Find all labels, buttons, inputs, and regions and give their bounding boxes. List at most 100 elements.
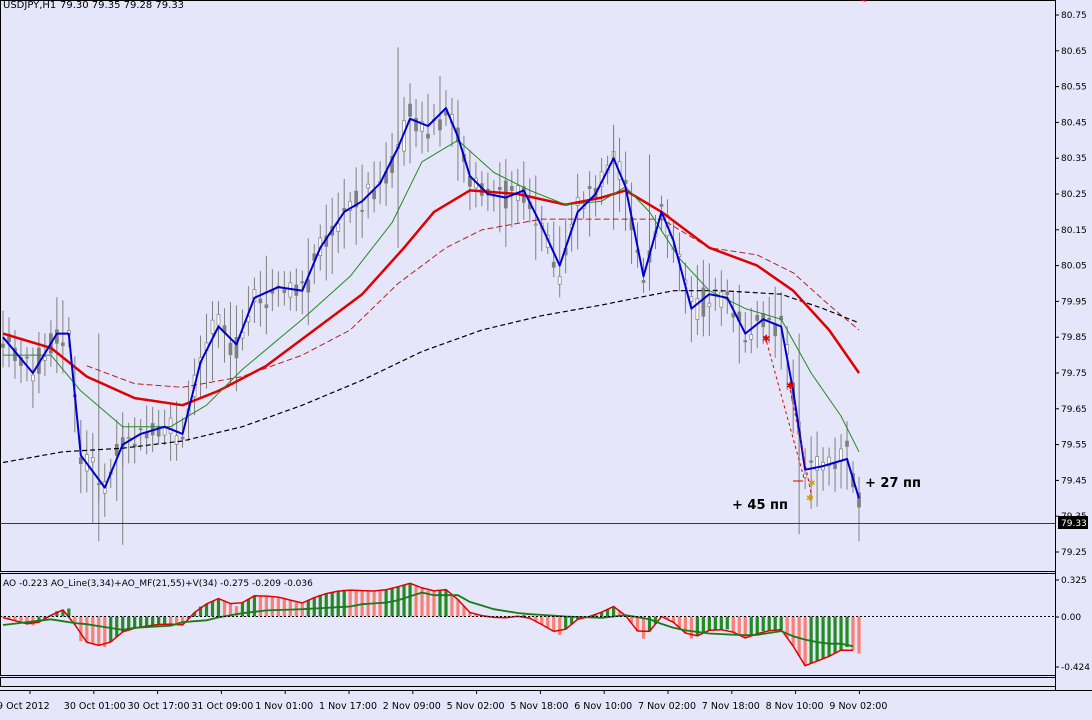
candle-body	[228, 342, 233, 356]
ao-bar	[174, 616, 179, 625]
ao-bar	[552, 616, 556, 632]
ao-bar	[456, 599, 460, 617]
candle-body	[78, 457, 83, 465]
price-tick-label: 79.95	[1061, 297, 1087, 307]
take-profit-icon: ✱	[808, 479, 816, 489]
indicator-tick-label: 0.325	[1061, 576, 1087, 586]
ao-bar	[851, 616, 855, 651]
candle-body	[503, 180, 508, 209]
candle-body	[162, 427, 167, 436]
time-tick-label: 5 Nov 02:00	[447, 701, 505, 712]
sell-arrow-icon: ✱	[786, 381, 794, 392]
candle-body	[138, 428, 143, 431]
ao-bar	[797, 616, 801, 656]
ao-bar	[414, 585, 418, 617]
candle-body	[43, 356, 47, 361]
candle-body	[264, 304, 269, 309]
candle-body	[234, 337, 239, 359]
ao-bar	[845, 616, 849, 648]
candle-body	[509, 186, 514, 191]
price-tick-label: 79.55	[1061, 441, 1087, 451]
ao-bar	[564, 616, 568, 630]
symbol-label: USDJPY,H1	[3, 0, 56, 11]
candle-body	[707, 302, 712, 308]
ao-bar	[67, 608, 71, 617]
price-tick-label: 80.35	[1061, 154, 1087, 164]
ao-bar	[528, 616, 532, 619]
ao-bar	[127, 616, 131, 631]
ao-bar	[336, 591, 340, 617]
candle-body	[551, 261, 556, 268]
time-tick-label: 7 Nov 02:00	[638, 701, 696, 712]
ao-bar	[773, 616, 777, 631]
ao-bar	[462, 606, 466, 617]
ao-bar	[270, 596, 274, 617]
ao-bar	[25, 616, 29, 624]
ao-bar	[857, 616, 861, 654]
ao-bar	[85, 616, 89, 643]
ao-bar	[97, 616, 101, 646]
time-tick-label: 1 Nov 01:00	[255, 701, 313, 712]
ao-bar	[408, 583, 412, 617]
candle-body	[180, 436, 185, 440]
ao-bar	[653, 616, 658, 624]
ao-bar	[611, 606, 616, 617]
time-tick-label: 2 Nov 09:00	[383, 701, 441, 712]
ao-bar	[396, 586, 400, 617]
ao-bar	[282, 598, 286, 617]
ao-bar	[839, 616, 843, 651]
ao-bar	[761, 616, 765, 632]
price-tick-label: 80.75	[1061, 11, 1087, 21]
candle-body	[659, 204, 664, 207]
candle-body	[408, 103, 412, 117]
ao-bar	[576, 616, 580, 620]
ao-bar	[600, 612, 604, 617]
ao-bar	[785, 616, 789, 638]
take-profit-icon: ✱	[806, 494, 814, 504]
candle-body	[282, 289, 287, 294]
ao-bar	[540, 616, 544, 625]
ao-bar	[348, 590, 352, 617]
ao-histogram	[1, 582, 861, 667]
ao-bar	[157, 616, 161, 625]
candle-body	[336, 223, 341, 232]
ao-bar	[534, 616, 538, 622]
moving-averages	[2, 107, 861, 499]
ao-bar	[139, 616, 143, 627]
ao-bar	[91, 616, 95, 644]
candle-body	[725, 291, 730, 296]
candle-body	[701, 287, 706, 317]
candle-body	[216, 314, 221, 326]
ao-bar	[210, 601, 215, 617]
ao-bar	[629, 616, 634, 624]
ao-bar	[186, 616, 191, 619]
ao-bar	[222, 601, 227, 617]
time-tick-label: 7 Nov 18:00	[702, 701, 760, 712]
candle-body	[815, 456, 819, 471]
ao-bar	[115, 616, 119, 637]
ao-bar	[803, 616, 807, 666]
ao-bar	[438, 590, 442, 617]
fast-ma-line	[2, 107, 860, 499]
ao-bar	[815, 616, 819, 662]
ao-bar	[133, 616, 137, 629]
ao-bar	[198, 606, 203, 617]
price-tick-label: 80.65	[1061, 47, 1087, 57]
price-tick-label: 80.25	[1061, 190, 1087, 200]
ao-bar	[725, 616, 729, 630]
ao-bar	[180, 616, 185, 625]
trade-line-1	[764, 335, 805, 479]
time-tick-label: 1 Nov 17:00	[319, 701, 377, 712]
ao-bar	[19, 616, 23, 623]
candle-body	[695, 298, 700, 320]
time-tick-label: 31 Oct 09:00	[191, 701, 253, 712]
candle-body	[366, 183, 370, 189]
price-tick-label: 80.45	[1061, 118, 1087, 128]
candle-body	[174, 435, 179, 445]
candle-body	[90, 457, 95, 463]
candle-body	[420, 121, 424, 132]
ao-bar	[342, 589, 346, 617]
time-tick-label: 9 Oct 2012	[0, 701, 50, 712]
